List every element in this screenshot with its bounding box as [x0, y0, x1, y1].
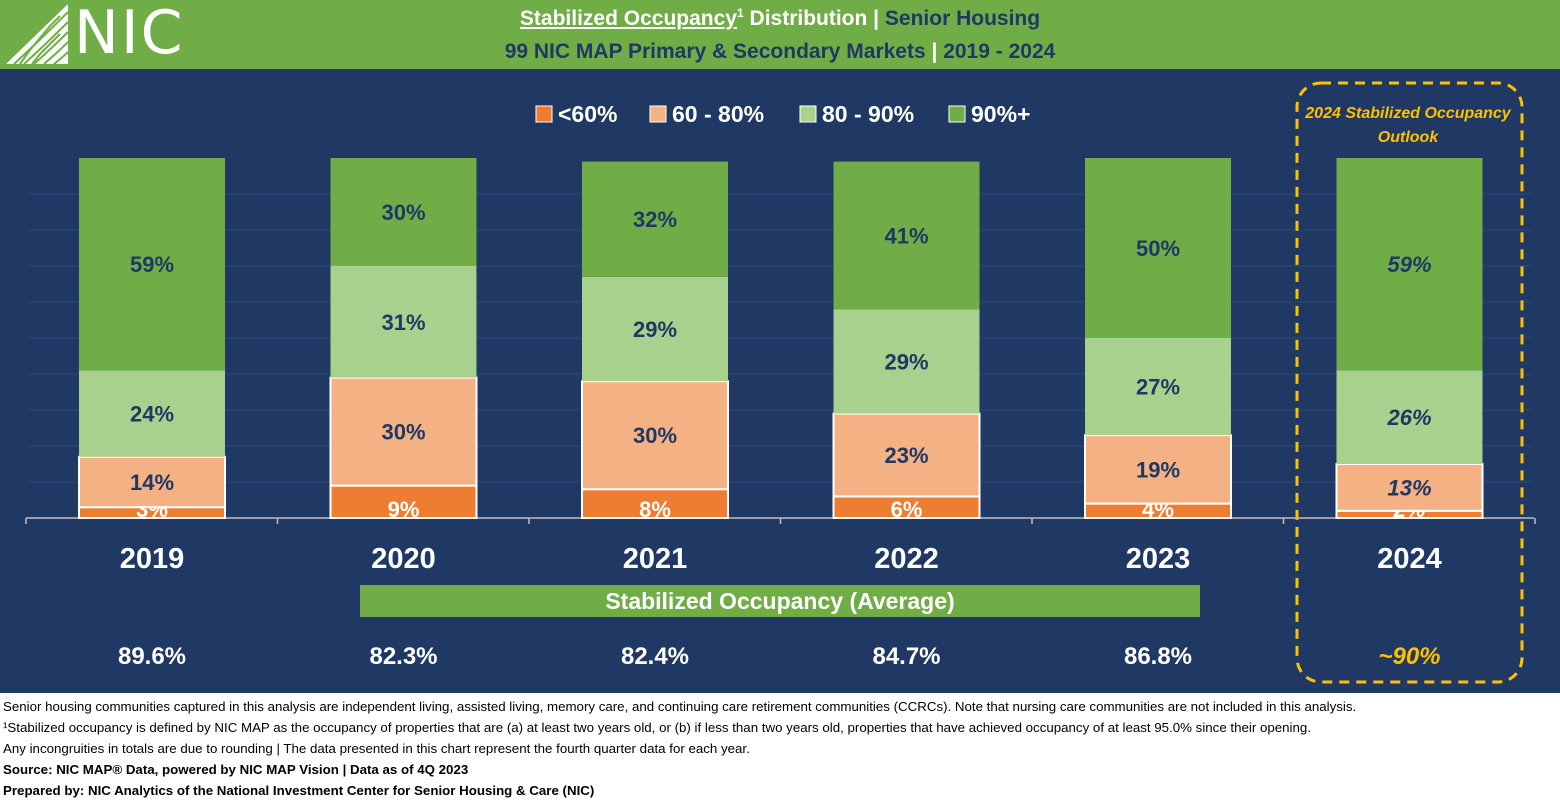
bar-data-label: 50%	[1136, 236, 1180, 261]
bar-data-label: 27%	[1136, 375, 1180, 400]
outlook-highlight-box	[1295, 81, 1524, 684]
bar-segment	[1084, 434, 1232, 505]
note-line-1: Senior housing communities captured in t…	[3, 699, 1357, 714]
legend-label: 60 - 80%	[672, 101, 764, 127]
bar-segment	[1085, 338, 1231, 436]
bar-segment	[329, 376, 478, 487]
x-tick-label: 2024	[1377, 543, 1442, 575]
outlook-label: Outlook	[1378, 129, 1440, 146]
bar-segment	[581, 488, 729, 520]
average-banner	[360, 585, 1200, 617]
source-line: Source: NIC MAP® Data, powered by NIC MA…	[3, 762, 469, 777]
bar-data-label: 30%	[381, 200, 425, 225]
bar-data-label: 13%	[1387, 475, 1431, 500]
bar-segment	[1336, 158, 1483, 371]
bar-segment	[79, 370, 225, 457]
title-part2: Distribution	[743, 7, 868, 30]
legend-swatch	[948, 105, 966, 123]
legend-swatch	[535, 105, 553, 123]
bar-data-label: 32%	[633, 207, 677, 232]
bar-data-label: 31%	[381, 310, 425, 335]
average-occupancy-value: 82.3%	[369, 643, 437, 670]
title-part1: Stabilized Occupancy	[519, 7, 737, 30]
footnotes: Senior housing communities captured in t…	[3, 696, 1553, 801]
bar-data-label: 14%	[130, 470, 174, 495]
legend-swatch	[649, 105, 667, 123]
bar-segment	[79, 158, 225, 371]
chart-title: Stabilized Occupancy1 Distribution | Sen…	[0, 6, 1560, 31]
note-line-2: ¹Stabilized occupancy is defined by NIC …	[3, 720, 1311, 735]
bar-data-label: 59%	[130, 252, 174, 277]
bar-data-label: 59%	[1387, 252, 1431, 277]
bar-data-label: 19%	[1136, 457, 1180, 482]
chart-panel: <60% 60 - 80% 80 - 90% 90%+ 3% 14% 24% 59% 2019 8…	[0, 69, 1560, 693]
bar-data-label: 24%	[130, 402, 174, 427]
bar-segment	[78, 455, 226, 509]
legend-label: 80 - 90%	[822, 101, 914, 127]
average-occupancy-value: 84.7%	[872, 643, 940, 670]
average-banner-label: Stabilized Occupancy (Average)	[605, 588, 954, 614]
bar-segment	[1336, 370, 1483, 464]
bar-segment	[833, 161, 980, 310]
logo-text: NIC	[74, 0, 185, 68]
bar-segment	[581, 380, 729, 491]
note-line-3: Any incongruities in totals are due to r…	[3, 741, 750, 756]
prepared-line: Prepared by: NIC Analytics of the Nation…	[3, 783, 595, 798]
bar-data-label: 30%	[633, 423, 677, 448]
subtitle-part2: 2019 - 2024	[943, 40, 1056, 63]
average-occupancy-value: 86.8%	[1124, 643, 1192, 670]
x-tick-label: 2023	[1126, 543, 1191, 575]
bar-data-label: 8%	[639, 497, 671, 522]
bar-segment	[582, 276, 728, 382]
bar-segment	[330, 158, 477, 266]
bar-data-label: 9%	[388, 497, 420, 522]
bar-data-label: 29%	[633, 317, 677, 342]
average-occupancy-value: 89.6%	[118, 643, 186, 670]
bar-data-label: 6%	[891, 497, 923, 522]
bar-segment	[1085, 158, 1231, 338]
legend-label: 90%+	[971, 101, 1030, 127]
stacked-bar-chart: <60% 60 - 80% 80 - 90% 90%+3%14%24%59%20198…	[25, 81, 1536, 684]
bar-segment	[330, 266, 477, 378]
title-sep: |	[867, 7, 885, 30]
bar-data-label: 30%	[381, 420, 425, 445]
x-tick-label: 2022	[874, 543, 939, 575]
bar-segment	[329, 484, 478, 520]
x-tick-label: 2019	[120, 543, 185, 575]
bar-data-label: 26%	[1386, 405, 1431, 430]
nic-logo: NIC	[6, 0, 196, 68]
x-tick-label: 2021	[623, 543, 688, 575]
legend-label: <60%	[558, 101, 617, 127]
title-part3: Senior Housing	[884, 7, 1041, 30]
bar-data-label: 29%	[884, 349, 928, 374]
bar-segment	[832, 412, 981, 498]
subtitle-sep: |	[925, 40, 944, 63]
subtitle-part1: 99 NIC MAP Primary & Secondary Markets	[504, 40, 926, 63]
header-bar: NIC Stabilized Occupancy1 Distribution |…	[0, 0, 1560, 69]
title-sup: 1	[737, 6, 744, 20]
bar-segment	[582, 161, 728, 277]
chart-subtitle: 99 NIC MAP Primary & Secondary Markets |…	[0, 40, 1560, 64]
bar-data-label: 41%	[884, 223, 928, 248]
x-tick-label: 2020	[371, 543, 436, 575]
outlook-label: 2024 Stabilized Occupancy	[1304, 105, 1512, 122]
legend-swatch	[799, 105, 817, 123]
bar-segment	[833, 309, 980, 414]
average-occupancy-value: 82.4%	[621, 643, 689, 670]
bar-data-label: 23%	[884, 443, 928, 468]
nic-logo-mark-icon	[6, 4, 68, 64]
average-occupancy-value: ~90%	[1378, 643, 1440, 670]
